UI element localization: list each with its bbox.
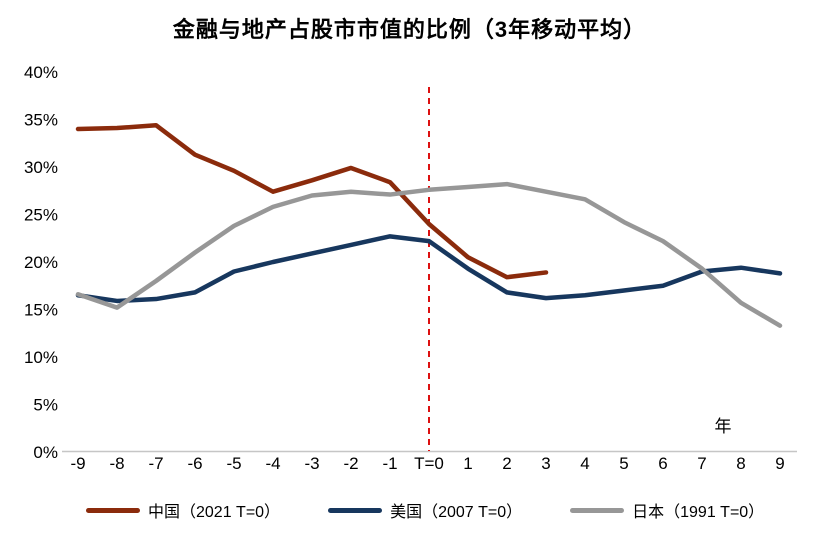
y-axis-tick-label: 5%	[33, 396, 58, 415]
y-axis-tick-label: 35%	[24, 111, 58, 130]
x-axis-tick-label: -2	[343, 454, 358, 473]
x-axis-tick-label: 6	[658, 454, 667, 473]
legend-label-china: 中国（2021 T=0）	[148, 504, 281, 521]
y-axis-tick-label: 20%	[24, 253, 58, 272]
x-axis-tick-label: T=0	[414, 454, 444, 473]
x-axis-tick-label: -5	[226, 454, 241, 473]
x-axis-tick-label: 5	[619, 454, 628, 473]
chart-legend: 中国（2021 T=0） 美国（2007 T=0） 日本（1991 T=0）	[86, 498, 764, 522]
x-axis-tick-label: -8	[109, 454, 124, 473]
x-axis-tick-label: 4	[580, 454, 589, 473]
series-line-1	[75, 234, 783, 304]
x-axis-tick-label: 3	[541, 454, 550, 473]
x-axis-tick-label: 9	[775, 454, 784, 473]
y-axis-tick-label: 40%	[24, 63, 58, 82]
x-axis-tick-label: 1	[463, 454, 472, 473]
x-axis-unit-label: 年	[715, 417, 732, 436]
x-axis-tick-label: -3	[304, 454, 319, 473]
legend-swatch-china	[86, 507, 140, 513]
y-axis-tick-label: 0%	[33, 443, 58, 462]
x-axis-tick-label: 2	[502, 454, 511, 473]
x-axis-tick-label: -9	[70, 454, 85, 473]
legend-item-china: 中国（2021 T=0）	[86, 498, 280, 522]
y-axis-tick-label: 15%	[24, 301, 58, 320]
series-line-2	[75, 181, 783, 328]
y-axis-tick-label: 10%	[24, 348, 58, 367]
legend-swatch-japan	[570, 507, 625, 513]
y-axis-tick-label: 30%	[24, 158, 58, 177]
x-axis-tick-label: -6	[187, 454, 202, 473]
legend-label-japan: 日本（1991 T=0）	[632, 504, 765, 521]
x-axis-tick-label: -7	[148, 454, 163, 473]
x-axis-tick-label: 8	[736, 454, 745, 473]
legend-swatch-usa	[328, 507, 383, 513]
legend-label-usa: 美国（2007 T=0）	[390, 504, 523, 521]
x-axis-tick-label: -4	[265, 454, 280, 473]
x-axis-tick-label: 7	[697, 454, 706, 473]
legend-item-japan: 日本（1991 T=0）	[570, 498, 764, 522]
x-axis-tick-label: -1	[382, 454, 397, 473]
series-line-0	[75, 122, 549, 280]
legend-item-usa: 美国（2007 T=0）	[328, 498, 522, 522]
chart-title: 金融与地产占股市市值的比例（3年移动平均）	[172, 17, 647, 42]
y-axis-tick-label: 25%	[24, 206, 58, 225]
